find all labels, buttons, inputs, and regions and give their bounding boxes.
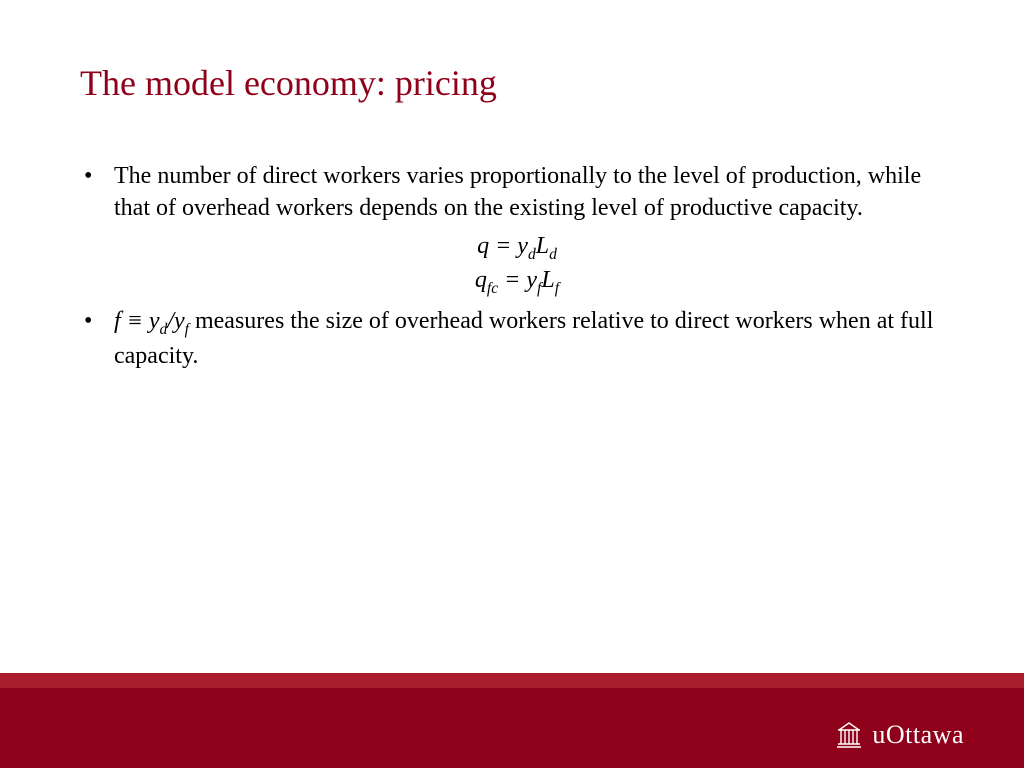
bullet-marker: •	[80, 160, 114, 225]
slide-content: • The number of direct workers varies pr…	[80, 160, 954, 378]
bullet-item: • The number of direct workers varies pr…	[80, 160, 954, 225]
institution-logo: uOttawa	[836, 720, 964, 750]
bullet-marker: •	[80, 305, 114, 372]
bullet-text-after: measures the size of overhead workers re…	[114, 308, 933, 369]
inline-math: f ≡ yd/yf	[114, 308, 189, 334]
equation-line-2: qfc = yfLf	[80, 265, 954, 299]
slide-title: The model economy: pricing	[80, 62, 497, 104]
slide: The model economy: pricing • The number …	[0, 0, 1024, 768]
footer-accent-stripe	[0, 673, 1024, 688]
bullet-item: • f ≡ yd/yf measures the size of overhea…	[80, 305, 954, 372]
bullet-text: The number of direct workers varies prop…	[114, 160, 954, 225]
equation-block: q = ydLd qfc = yfLf	[80, 231, 954, 299]
bullet-text: f ≡ yd/yf measures the size of overhead …	[114, 305, 954, 372]
building-icon	[836, 721, 862, 749]
institution-name: uOttawa	[872, 720, 964, 750]
equation-line-1: q = ydLd	[80, 231, 954, 265]
